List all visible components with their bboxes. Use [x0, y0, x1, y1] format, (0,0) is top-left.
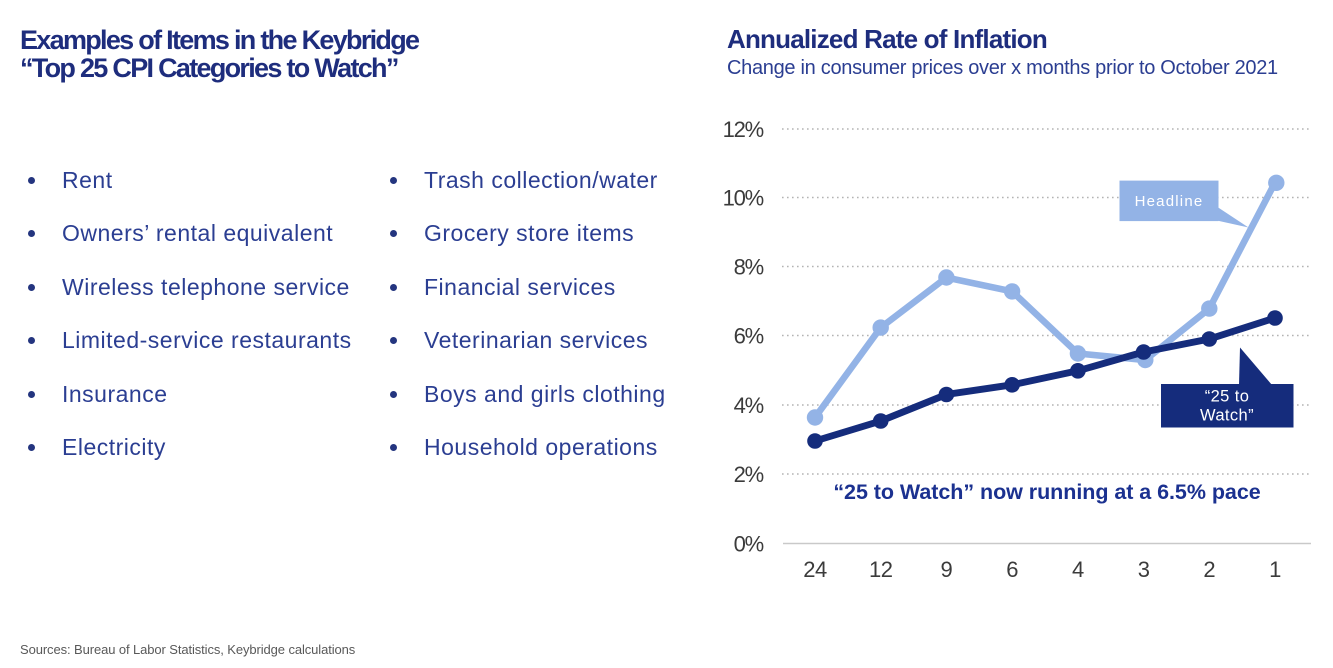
svg-text:12: 12: [869, 557, 893, 582]
svg-text:Headline: Headline: [1135, 193, 1204, 210]
svg-text:24: 24: [803, 557, 827, 582]
svg-text:9: 9: [941, 557, 953, 582]
svg-text:2: 2: [1203, 557, 1215, 582]
svg-text:4%: 4%: [734, 393, 764, 418]
svg-text:10%: 10%: [723, 186, 764, 211]
svg-text:12%: 12%: [723, 117, 764, 142]
svg-text:0%: 0%: [734, 532, 764, 557]
svg-text:2%: 2%: [734, 462, 764, 487]
svg-text:8%: 8%: [734, 255, 764, 280]
svg-text:3: 3: [1138, 557, 1150, 582]
svg-text:Watch”: Watch”: [1200, 407, 1254, 425]
svg-text:6: 6: [1006, 557, 1018, 582]
svg-text:4: 4: [1072, 557, 1084, 582]
svg-text:6%: 6%: [734, 324, 764, 349]
svg-text:“25 to: “25 to: [1205, 388, 1250, 406]
svg-text:“25 to Watch” now running at a: “25 to Watch” now running at a 6.5% pace: [833, 480, 1260, 504]
svg-text:1: 1: [1269, 557, 1281, 582]
